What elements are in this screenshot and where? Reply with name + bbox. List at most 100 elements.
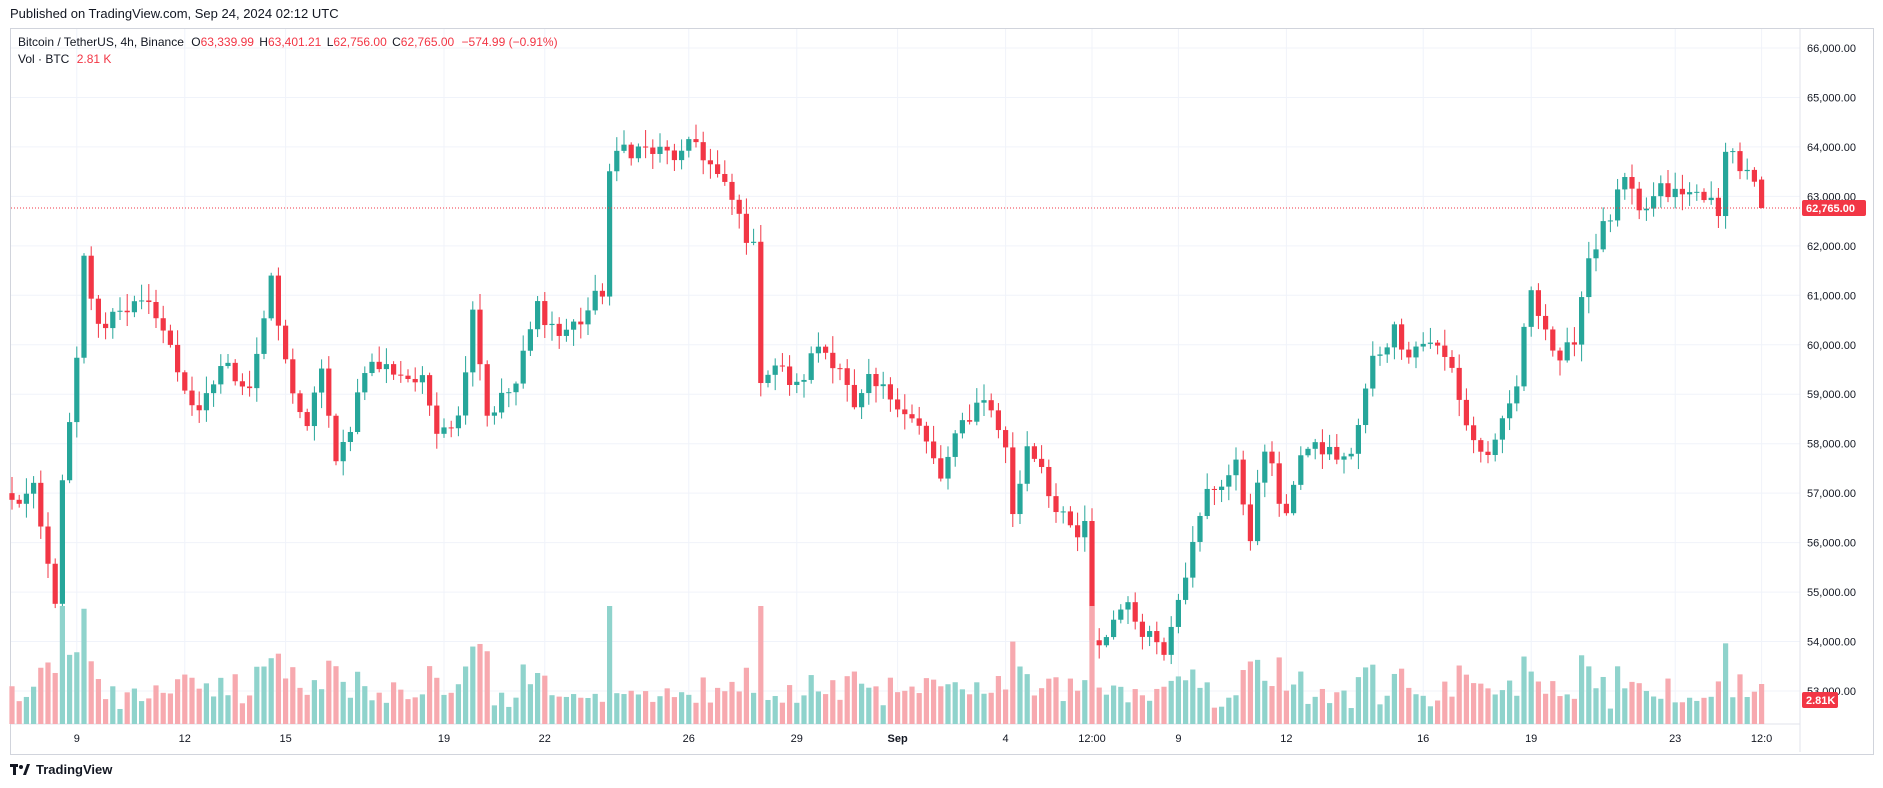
candle-body bbox=[117, 310, 123, 312]
candle-body bbox=[1384, 347, 1390, 355]
volume-bar bbox=[1139, 695, 1145, 724]
volume-bar bbox=[1154, 688, 1160, 724]
candle-body bbox=[95, 298, 101, 324]
volume-bar bbox=[729, 681, 735, 724]
volume-bar bbox=[1262, 680, 1268, 724]
x-tick-label: 26 bbox=[683, 733, 695, 745]
candle-body bbox=[1298, 455, 1304, 485]
candle-body bbox=[1161, 642, 1167, 655]
volume-bar bbox=[513, 697, 519, 724]
candle-body bbox=[290, 359, 296, 394]
volume-bar bbox=[1363, 667, 1369, 724]
candle-body bbox=[419, 375, 425, 383]
volume-bar bbox=[765, 699, 771, 724]
candle-body bbox=[1543, 315, 1549, 330]
volume-bar bbox=[59, 606, 65, 724]
y-tick-label: 61,000.00 bbox=[1807, 290, 1856, 302]
candle-body bbox=[175, 344, 181, 373]
candle-body bbox=[261, 318, 267, 354]
candle-body bbox=[1269, 451, 1275, 464]
symbol-title[interactable]: Bitcoin / TetherUS, 4h, Binance bbox=[18, 35, 184, 49]
volume-bar bbox=[67, 654, 73, 724]
x-tick-label: 9 bbox=[1175, 733, 1181, 745]
candle-body bbox=[1204, 488, 1210, 516]
candle-body bbox=[1442, 345, 1448, 357]
volume-bar bbox=[794, 702, 800, 724]
candle-body bbox=[405, 375, 411, 379]
candle-body bbox=[1103, 637, 1109, 646]
x-tick-label: 15 bbox=[279, 733, 291, 745]
candle-body bbox=[1744, 169, 1750, 172]
volume-bar bbox=[1305, 703, 1311, 724]
volume-bar bbox=[974, 682, 980, 724]
volume-bar bbox=[1197, 687, 1203, 724]
volume-bar bbox=[571, 694, 577, 724]
volume-bar bbox=[1615, 666, 1621, 724]
candle-body bbox=[1168, 626, 1174, 655]
candle-body bbox=[304, 412, 310, 427]
volume-bar bbox=[1636, 683, 1642, 724]
candle-body bbox=[463, 372, 469, 416]
open-value: 63,339.99 bbox=[200, 35, 254, 49]
candle-body bbox=[1003, 430, 1009, 448]
candle-body bbox=[1283, 503, 1289, 514]
candle-body bbox=[1478, 440, 1484, 452]
candle-body bbox=[124, 310, 130, 313]
volume-bar bbox=[823, 694, 829, 724]
volume-bar bbox=[1427, 706, 1433, 724]
volume-bar bbox=[1607, 708, 1613, 724]
candle-body bbox=[1197, 515, 1203, 542]
x-tick-label: 19 bbox=[1525, 733, 1537, 745]
candle-body bbox=[59, 480, 65, 604]
volume-bar bbox=[650, 701, 656, 724]
candle-body bbox=[787, 366, 793, 385]
volume-bar bbox=[1003, 689, 1009, 724]
volume-bar bbox=[1067, 678, 1073, 724]
volume-bar bbox=[419, 694, 425, 724]
candle-body bbox=[1017, 483, 1023, 515]
volume-bar bbox=[1399, 668, 1405, 724]
volume-bar bbox=[1751, 691, 1757, 724]
candle-body bbox=[1370, 355, 1376, 389]
volume-bar bbox=[1420, 695, 1426, 724]
candle-body bbox=[1622, 177, 1628, 190]
candle-body bbox=[167, 330, 173, 345]
volume-bar bbox=[1219, 706, 1225, 724]
candle-body bbox=[16, 499, 22, 504]
candle-body bbox=[398, 374, 404, 376]
volume-label[interactable]: Vol · BTC bbox=[18, 52, 70, 66]
volume-bar bbox=[182, 674, 188, 724]
candle-body bbox=[779, 365, 785, 367]
candle-body bbox=[895, 399, 901, 410]
volume-bar bbox=[1125, 702, 1131, 724]
volume-bar bbox=[1715, 681, 1721, 724]
volume-bar bbox=[1478, 683, 1484, 724]
volume-bar bbox=[1291, 684, 1297, 724]
candle-body bbox=[1096, 640, 1102, 646]
volume-bar bbox=[1629, 681, 1635, 724]
volume-bar bbox=[1111, 685, 1117, 724]
volume-bar bbox=[506, 706, 512, 724]
volume-bar bbox=[45, 662, 51, 724]
volume-bar bbox=[1168, 680, 1174, 724]
volume-bar bbox=[1276, 657, 1282, 724]
candle-body bbox=[1031, 446, 1037, 459]
candle-body bbox=[1111, 619, 1117, 638]
candle-body bbox=[52, 563, 58, 604]
tradingview-logo[interactable]: TradingView bbox=[10, 762, 112, 777]
volume-bar bbox=[1571, 698, 1577, 724]
volume-bar bbox=[1247, 661, 1253, 724]
candle-body bbox=[578, 321, 584, 325]
volume-bar bbox=[1319, 688, 1325, 724]
volume-bar bbox=[110, 686, 116, 724]
candle-body bbox=[1067, 511, 1073, 526]
candle-body bbox=[189, 390, 195, 406]
candle-body bbox=[923, 425, 929, 442]
volume-bar bbox=[95, 679, 101, 724]
volume-bar bbox=[1723, 643, 1729, 724]
candle-body bbox=[823, 346, 829, 353]
volume-bar bbox=[1089, 606, 1095, 724]
volume-bar bbox=[808, 675, 814, 724]
volume-bar bbox=[1031, 695, 1037, 724]
